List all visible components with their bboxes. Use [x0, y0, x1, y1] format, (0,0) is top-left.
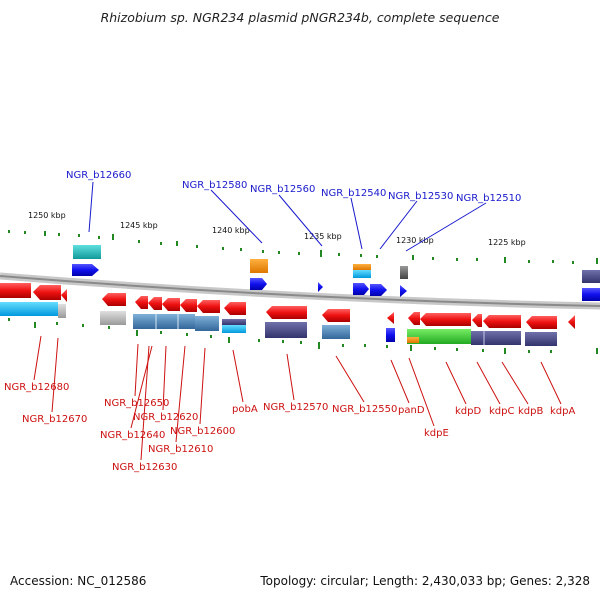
map-title: Rhizobium sp. NGR234 plasmid pNGR234b, c… [100, 10, 500, 25]
gene-label-NGR_b12560: NGR_b12560 [250, 184, 315, 195]
gene-arrow [408, 312, 420, 325]
gene-label-NGR_b12530: NGR_b12530 [388, 191, 453, 202]
gene-label-NGR_b12600: NGR_b12600 [170, 426, 235, 437]
gene-label-NGR_b12680: NGR_b12680 [4, 382, 69, 393]
scale-label-1240: 1240 kbp [212, 226, 250, 235]
scale-label-1230: 1230 kbp [396, 236, 434, 245]
gene-label-NGR_b12550: NGR_b12550 [332, 404, 397, 415]
gene-arrow [266, 306, 307, 319]
gene-label-NGR_b12630: NGR_b12630 [112, 462, 177, 473]
gene-arrow [224, 302, 246, 315]
gene-label-kdpD: kdpD [455, 406, 481, 417]
gene-arrow [162, 298, 180, 311]
gene-label-kdpC: kdpC [489, 406, 514, 417]
gene-arrow [400, 285, 407, 297]
gene-label-pobA: pobA [232, 404, 258, 415]
genome-backbone [0, 272, 600, 310]
gene-arrow [102, 293, 126, 306]
gene-label-kdpA: kdpA [550, 406, 575, 417]
scale-label-1225: 1225 kbp [488, 238, 526, 247]
gene-label-NGR_b12510: NGR_b12510 [456, 193, 521, 204]
gene-label-NGR_b12640: NGR_b12640 [100, 430, 165, 441]
tick-row-top [8, 230, 598, 264]
forward-strand-features [72, 245, 600, 301]
gene-arrow [72, 264, 99, 276]
gene-label-NGR_b12580: NGR_b12580 [182, 180, 247, 191]
scale-label-1245: 1245 kbp [120, 221, 158, 230]
gene-arrow [148, 297, 162, 310]
gene-arrow [483, 315, 521, 328]
gene-arrow [472, 314, 482, 327]
gene-arrow [322, 309, 350, 322]
gene-arrow [420, 313, 471, 326]
tick-row-bottom [8, 318, 598, 354]
topology-summary: Topology: circular; Length: 2,430,033 bp… [260, 574, 590, 588]
gene-arrow [250, 278, 267, 290]
gene-arrow [568, 315, 575, 329]
gene-label-NGR_b12570: NGR_b12570 [263, 402, 328, 413]
gene-arrow [0, 283, 31, 298]
gene-arrow [33, 285, 61, 300]
gene-arrow [387, 312, 394, 324]
gene-arrow [61, 289, 67, 302]
gene-label-NGR_b12620: NGR_b12620 [133, 412, 198, 423]
reverse-leaders [33, 335, 562, 461]
forward-leaders [88, 181, 487, 252]
gene-arrow [180, 299, 197, 312]
gene-arrow [370, 284, 387, 296]
gene-label-kdpB: kdpB [518, 406, 543, 417]
gene-label-panD: panD [398, 405, 425, 416]
gene-label-NGR_b12670: NGR_b12670 [22, 414, 87, 425]
gene-arrow [318, 282, 323, 292]
gene-label-NGR_b12660: NGR_b12660 [66, 170, 131, 181]
gene-arrow [526, 316, 557, 329]
gene-arrow [353, 283, 369, 295]
gene-label-NGR_b12540: NGR_b12540 [321, 188, 386, 199]
scale-label-1250: 1250 kbp [28, 211, 66, 220]
accession-text: Accession: NC_012586 [10, 574, 147, 588]
gene-arrow [135, 296, 148, 309]
reverse-strand-features [0, 283, 575, 346]
gene-arrow [197, 300, 220, 313]
gene-label-NGR_b12610: NGR_b12610 [148, 444, 213, 455]
scale-label-1235: 1235 kbp [304, 232, 342, 241]
gene-label-NGR_b12650: NGR_b12650 [104, 398, 169, 409]
gene-label-kdpE: kdpE [424, 428, 449, 439]
